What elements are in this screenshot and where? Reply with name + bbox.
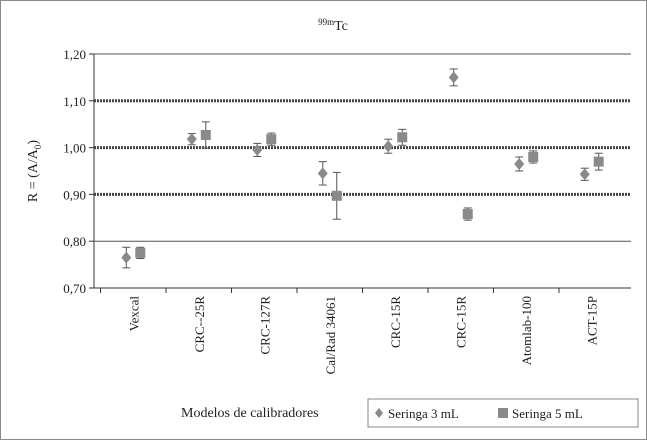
y-axis-label: R = (A/A0) (26, 140, 43, 203)
x-tick-label: CRC--25R (192, 296, 207, 353)
data-point-square (200, 129, 211, 140)
y-tick-label: 0,90 (63, 187, 86, 202)
data-point-square (135, 247, 146, 258)
legend: Seringa 3 mL Seringa 5 mL (367, 398, 639, 428)
axes (93, 54, 631, 289)
data-point-square (593, 156, 604, 167)
y-tick-label: 1,10 (63, 94, 86, 109)
data-point-square (331, 190, 342, 201)
y-axis-label-main: R = (A/A (26, 148, 41, 202)
data-point-diamond (514, 157, 525, 170)
data-point-diamond (448, 71, 459, 84)
data-marks (121, 68, 604, 269)
data-point-square (397, 132, 408, 143)
data-point-diamond (121, 251, 132, 264)
x-tick-label: Vexcal (126, 296, 141, 332)
y-tick-label: 0,80 (63, 234, 86, 249)
data-point-diamond (317, 167, 328, 180)
data-point-square (462, 209, 473, 220)
legend-label: Seringa 3 mL (388, 406, 459, 421)
x-tick-label: CRC-15R (454, 296, 469, 348)
chart-title: 99mTc (318, 17, 348, 34)
legend-marker-square (498, 408, 508, 418)
x-tick-label: Atomlab-100 (519, 296, 534, 365)
x-tick-labels: Vexcal CRC--25R CRC-127R Cal/Rad 34061 CRC-1… (100, 288, 600, 374)
x-tick-label: ACT-15P (585, 296, 600, 345)
data-point-diamond (252, 143, 263, 156)
data-point-square (528, 151, 539, 162)
x-tick-label: CRC-15R (388, 296, 403, 348)
legend-marker-diamond (375, 408, 383, 418)
data-point-diamond (579, 168, 590, 181)
data-point-diamond (383, 140, 394, 153)
data-point-square (266, 134, 277, 145)
y-tick-label: 1,00 (63, 141, 86, 156)
x-tick-label: CRC-127R (257, 296, 272, 355)
y-tick-label: 0,70 (63, 281, 86, 296)
title-superscript: 99m (318, 17, 334, 27)
y-tick-label: 1,20 (63, 47, 86, 62)
x-axis-label: Modelos de calibradores (181, 406, 319, 421)
title-main: Tc (334, 19, 348, 34)
y-axis-label-sub: 0 (33, 144, 43, 149)
x-tick-label: Cal/Rad 34061 (323, 296, 338, 374)
y-axis-label-close: ) (26, 140, 41, 145)
data-point-diamond (186, 133, 197, 146)
grid-lines (89, 53, 631, 289)
legend-label: Seringa 5 mL (512, 406, 583, 421)
y-tick-labels: 0,70 0,80 0,90 1,00 1,10 1,20 (63, 47, 86, 296)
reference-lines (94, 99, 631, 196)
